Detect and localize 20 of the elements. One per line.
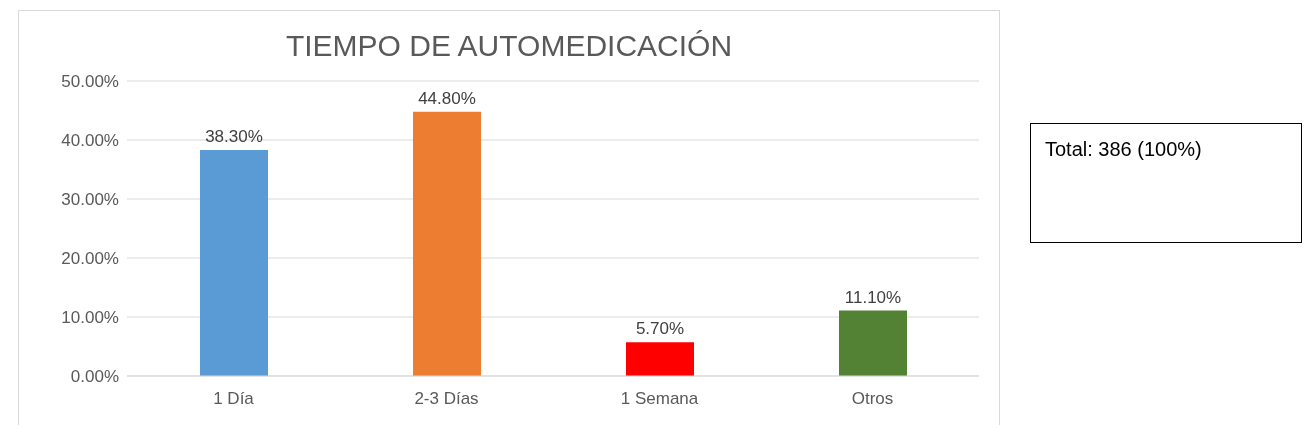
y-tick-label: 50.00% — [61, 72, 119, 92]
x-tick-label: 1 Semana — [620, 389, 699, 409]
chart-title: TIEMPO DE AUTOMEDICACIÓN — [284, 29, 734, 63]
text-box: Total: 386 (100%) — [1030, 123, 1302, 243]
bar — [626, 342, 694, 376]
y-tick-label: 20.00% — [61, 249, 119, 269]
x-tick-label: 1 Día — [213, 389, 255, 409]
bar — [413, 111, 481, 376]
bar — [200, 150, 268, 376]
x-tick-label: 2-3 Días — [414, 389, 479, 409]
bar — [839, 310, 907, 376]
data-label: 44.80% — [418, 88, 476, 108]
y-tick-label: 10.00% — [61, 308, 119, 328]
data-label: 38.30% — [205, 127, 263, 147]
y-tick-label: 30.00% — [61, 190, 119, 210]
data-label: 5.70% — [635, 319, 685, 339]
y-tick-label: 40.00% — [61, 131, 119, 151]
data-label: 11.10% — [844, 287, 902, 307]
x-tick-label: Otros — [851, 389, 894, 409]
y-tick-label: 0.00% — [70, 367, 119, 387]
